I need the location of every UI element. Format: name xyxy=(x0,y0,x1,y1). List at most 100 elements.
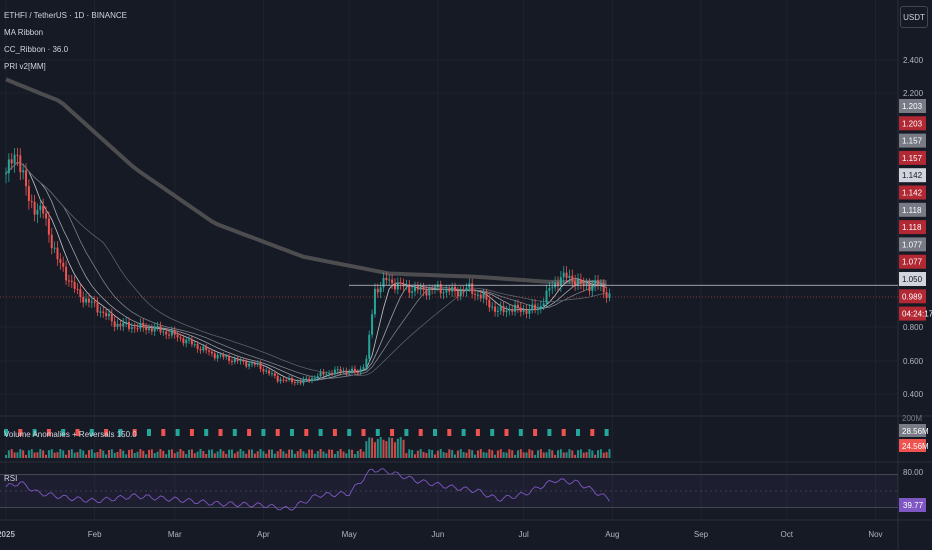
volume-bar xyxy=(256,451,259,458)
volume-bar xyxy=(5,455,7,458)
candle-body xyxy=(87,298,90,303)
volume-bar xyxy=(70,449,73,458)
candle-body xyxy=(179,337,182,339)
time-axis-tick: Sep xyxy=(694,530,709,539)
candle-body xyxy=(156,326,159,328)
volume-bar xyxy=(99,449,102,458)
symbol-title[interactable]: ETHFI / TetherUS · 1D · BINANCE xyxy=(4,11,127,20)
volume-bar xyxy=(396,438,399,458)
candle-body xyxy=(27,186,30,201)
anomaly-marker xyxy=(404,429,409,436)
volume-bar xyxy=(139,449,142,458)
volume-bar xyxy=(542,452,545,458)
candle-body xyxy=(502,306,505,313)
volume-bar xyxy=(105,454,108,458)
candle-body xyxy=(376,288,379,293)
volume-bar xyxy=(333,453,336,458)
volume-bar xyxy=(127,449,130,458)
volume-bar xyxy=(285,453,288,458)
price-label-badge xyxy=(899,254,926,269)
candle-body xyxy=(408,284,411,293)
candle-body xyxy=(85,298,88,303)
candle-body xyxy=(47,218,50,235)
volume-bar xyxy=(25,454,28,458)
indicator-volume-anomalies[interactable]: Volume Anomalies + Reversals 150.0 xyxy=(4,430,137,439)
candle-body xyxy=(428,288,431,296)
anomaly-marker xyxy=(533,429,538,436)
volume-bar xyxy=(79,449,82,458)
anomaly-marker xyxy=(461,429,466,436)
price-label-text: 0.989 xyxy=(902,292,923,301)
candle-body xyxy=(499,306,502,311)
candle-body xyxy=(50,234,53,249)
candle-body xyxy=(259,362,262,370)
candle-body xyxy=(539,305,542,309)
candle-body xyxy=(311,378,314,381)
price-label-text: 1.203 xyxy=(902,119,923,128)
time-axis-tick: Oct xyxy=(781,530,794,539)
candle-body xyxy=(379,287,382,293)
volume-bar xyxy=(531,450,534,458)
volume-bar xyxy=(348,449,351,458)
volume-bar xyxy=(416,450,419,458)
volume-bar xyxy=(288,449,291,458)
volume-bar xyxy=(602,452,605,458)
volume-value-badge xyxy=(899,439,926,452)
indicator-ma-ribbon[interactable]: MA Ribbon xyxy=(4,28,44,37)
price-label-text: 1.118 xyxy=(902,206,922,215)
candle-body xyxy=(305,378,308,380)
volume-bar xyxy=(50,449,53,458)
price-axis-tick: 0.400 xyxy=(903,390,924,399)
candle-body xyxy=(462,290,465,292)
volume-bar xyxy=(502,452,505,458)
candle-body xyxy=(82,296,85,303)
candle-body xyxy=(176,334,179,338)
candle-body xyxy=(496,310,499,312)
volume-bar xyxy=(259,449,262,458)
volume-bar xyxy=(199,449,202,458)
currency-button[interactable]: USDT xyxy=(900,6,928,28)
volume-bar xyxy=(116,451,119,458)
anomaly-marker xyxy=(361,429,366,436)
candle-body xyxy=(488,299,491,308)
indicator-rsi[interactable]: RSI xyxy=(4,474,18,483)
volume-pane: 200M 28.56M 24.56M xyxy=(4,414,929,458)
indicator-pri[interactable]: PRI v2[MM] xyxy=(4,62,46,71)
volume-bar xyxy=(308,449,311,458)
price-label-badge xyxy=(899,99,926,113)
volume-bar xyxy=(548,449,551,458)
volume-bar xyxy=(302,451,305,458)
volume-bar xyxy=(345,453,348,458)
volume-bar xyxy=(133,452,136,458)
volume-bar xyxy=(556,450,559,458)
anomaly-marker xyxy=(290,429,294,436)
candle-body xyxy=(182,338,185,344)
indicator-cc-ribbon[interactable]: CC_Ribbon · 36.0 xyxy=(4,45,69,54)
candle-body xyxy=(516,304,519,308)
volume-bar xyxy=(411,449,414,458)
candle-body xyxy=(208,350,211,352)
candle-body xyxy=(353,368,356,373)
candle-body xyxy=(270,373,273,375)
volume-bar xyxy=(408,449,411,458)
anomaly-marker xyxy=(390,429,395,436)
volume-bar xyxy=(90,449,93,458)
volume-bar xyxy=(373,442,376,458)
anomaly-marker xyxy=(447,429,452,436)
price-axis-tick: 2.200 xyxy=(903,89,924,98)
volume-bar xyxy=(202,450,205,458)
volume-bar xyxy=(47,450,50,458)
volume-bar xyxy=(33,452,36,458)
volume-bar xyxy=(568,449,571,458)
candle-body xyxy=(228,356,231,361)
volume-bar xyxy=(193,453,196,458)
rsi-pane: 80.00 39.77 xyxy=(0,468,926,512)
volume-value-label: 24.56M xyxy=(902,442,929,451)
candle-body xyxy=(559,277,562,286)
candle-body xyxy=(362,367,365,369)
volume-bar xyxy=(222,451,225,458)
candle-body xyxy=(193,344,196,346)
volume-bar xyxy=(551,450,554,458)
volume-bar xyxy=(56,452,59,458)
